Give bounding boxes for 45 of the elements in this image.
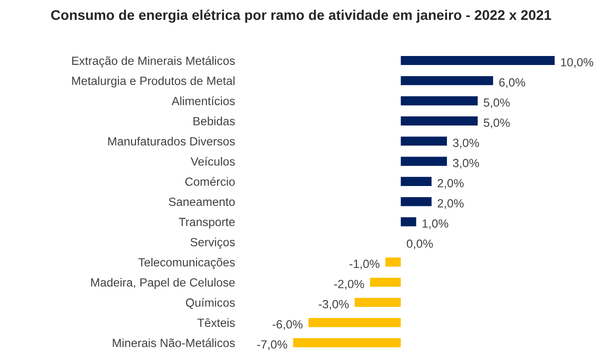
data-label: 3,0% bbox=[452, 158, 479, 169]
bar bbox=[400, 116, 478, 126]
data-label: 6,0% bbox=[499, 78, 526, 88]
bar bbox=[400, 156, 447, 166]
data-label: 1,0% bbox=[422, 219, 448, 230]
data-label: 0,0% bbox=[406, 240, 433, 250]
y-tick-label: Transporte bbox=[178, 218, 235, 228]
data-label: -2,0% bbox=[334, 280, 364, 290]
data-label: 2,0% bbox=[438, 179, 464, 189]
data-label: -3,0% bbox=[318, 300, 349, 310]
data-label: 3,0% bbox=[452, 138, 479, 148]
y-tick-label: Metalurgia e Produtos de Metal bbox=[72, 76, 234, 88]
y-tick-label: Manufaturados Diversos bbox=[108, 136, 235, 146]
bar bbox=[400, 96, 478, 106]
bar bbox=[308, 318, 401, 328]
chart-title: Consumo de energia elétrica por ramo de atividade em janeiro - 2022 x 2021 bbox=[51, 10, 552, 23]
data-label: 5,0% bbox=[484, 98, 510, 108]
bar bbox=[385, 258, 401, 267]
bar bbox=[400, 217, 416, 226]
bar bbox=[400, 197, 432, 206]
y-tick-label: Serviços bbox=[190, 238, 235, 249]
y-tick-label: Extração de Minerais Metálicos bbox=[72, 56, 235, 68]
y-tick-label: Têxteis bbox=[197, 318, 235, 327]
data-label: 10,0% bbox=[561, 58, 594, 68]
y-tick-label: Telecomunicações bbox=[138, 258, 235, 269]
y-tick-label: Veículos bbox=[190, 156, 235, 166]
y-tick-label: Comércio bbox=[185, 177, 235, 186]
bar bbox=[370, 278, 401, 287]
y-tick-label: Minerais Não-Metálicos bbox=[112, 338, 235, 348]
y-tick-label: Alimentícios bbox=[172, 96, 235, 106]
y-tick-label: Madeira, Papel de Celulose bbox=[91, 278, 235, 289]
data-label: -7,0% bbox=[257, 340, 288, 350]
y-tick-label: Químicos bbox=[186, 298, 235, 309]
bar bbox=[400, 76, 494, 86]
data-label: 5,0% bbox=[484, 118, 510, 128]
bar bbox=[400, 176, 432, 186]
data-label: -6,0% bbox=[272, 320, 303, 330]
bar bbox=[400, 56, 555, 66]
y-tick-label: Bebidas bbox=[194, 116, 235, 126]
bar bbox=[400, 136, 447, 146]
bar bbox=[354, 298, 401, 307]
data-label: -1,0% bbox=[350, 260, 380, 270]
data-label: 2,0% bbox=[438, 199, 464, 209]
y-tick-label: Saneamento bbox=[168, 198, 235, 206]
bar bbox=[293, 338, 401, 348]
